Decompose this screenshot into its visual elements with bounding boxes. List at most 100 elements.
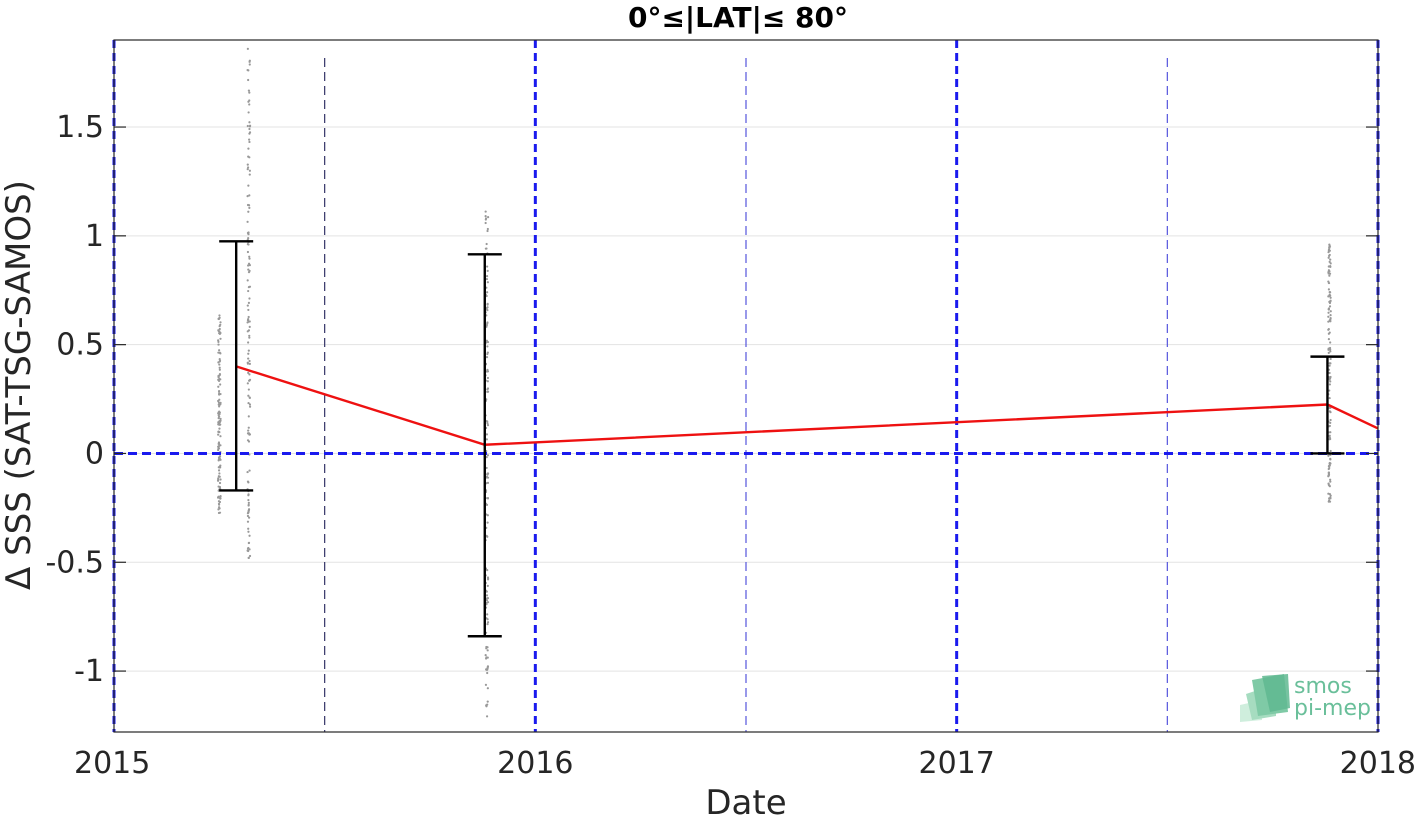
scatter-point <box>217 399 220 403</box>
scatter-point <box>1327 328 1330 331</box>
scatter-point <box>485 277 488 281</box>
scatter-point <box>217 445 221 448</box>
scatter-point <box>486 687 489 690</box>
smos-pi-mep-logo: smos pi-mep <box>1240 674 1371 722</box>
scatter-point <box>247 541 251 544</box>
scatter-point <box>485 294 488 298</box>
scatter-point <box>1329 316 1332 320</box>
scatter-point <box>218 427 221 430</box>
scatter-point <box>486 322 489 325</box>
scatter-point <box>1329 421 1332 424</box>
scatter-point <box>485 339 488 342</box>
scatter-point <box>486 306 489 309</box>
scatter-point <box>486 424 490 427</box>
scatter-point <box>486 481 490 484</box>
scatter-point <box>218 366 221 369</box>
scatter-point <box>486 352 489 356</box>
x-tick-label: 2017 <box>918 746 994 781</box>
scatter-point <box>247 503 250 506</box>
scatter-point <box>247 308 250 312</box>
scatter-point <box>248 63 251 66</box>
scatter-point <box>248 255 251 258</box>
scatter-point <box>1328 377 1332 380</box>
scatter-point <box>217 458 221 461</box>
scatter-point <box>248 362 251 366</box>
scatter-point <box>246 166 250 169</box>
scatter-point <box>218 372 222 376</box>
scatter-point <box>248 59 251 62</box>
scatter-point <box>484 657 488 660</box>
scatter-point <box>247 556 250 559</box>
scatter-point <box>247 371 250 374</box>
scatter-point <box>217 329 220 332</box>
scatter-point <box>247 111 250 114</box>
scatter-point <box>217 374 220 378</box>
scatter-point <box>247 388 250 391</box>
scatter-point <box>218 327 221 331</box>
scatter-point <box>485 242 488 246</box>
y-tick-label: -1 <box>74 654 104 689</box>
scatter-point <box>1327 265 1330 268</box>
scatter-point <box>247 357 250 360</box>
scatter-point <box>1327 270 1331 273</box>
scatter-point <box>247 318 250 321</box>
scatter-point <box>246 194 249 198</box>
y-tick-label: 1.5 <box>56 110 104 145</box>
logo-text-pi-mep: pi-mep <box>1294 696 1371 721</box>
scatter-point <box>248 433 251 436</box>
scatter-point <box>484 217 488 220</box>
scatter-point <box>248 396 251 400</box>
scatter-point <box>217 414 220 417</box>
scatter-point <box>486 376 490 380</box>
x-tick-label: 2015 <box>74 746 150 781</box>
scatter-point <box>1327 288 1330 291</box>
scatter-point <box>1328 290 1331 294</box>
scatter-point <box>1327 351 1330 354</box>
scatter-point <box>1329 431 1332 434</box>
scatter-point <box>484 653 487 657</box>
scatter-point <box>248 334 251 337</box>
scatter-point <box>486 703 489 706</box>
scatter-point <box>246 304 249 307</box>
scatter-point <box>247 527 250 530</box>
scatter-point <box>217 433 220 436</box>
scatter-point <box>218 351 221 354</box>
scatter-point <box>1328 371 1331 375</box>
mean-series <box>235 365 1379 446</box>
scatter-point <box>485 715 489 718</box>
scatter-point <box>486 422 489 425</box>
scatter-point <box>1328 424 1331 428</box>
scatter-point <box>217 343 220 346</box>
scatter-point <box>246 520 250 523</box>
scatter-point <box>486 476 490 479</box>
scatter-point <box>1327 256 1330 259</box>
scatter-point <box>485 356 489 359</box>
scatter-point <box>246 203 250 207</box>
scatter-point <box>1328 331 1331 334</box>
scatter-point <box>248 194 251 197</box>
error-bar <box>219 240 254 492</box>
scatter-point <box>486 569 489 572</box>
scatter-point <box>1327 467 1330 471</box>
scatter-point <box>248 131 252 134</box>
scatter-point <box>486 269 489 272</box>
scatter-point <box>1327 337 1330 341</box>
scatter-point <box>485 601 488 604</box>
scatter-point <box>248 99 251 102</box>
scatter-point <box>247 262 251 265</box>
scatter-point <box>246 480 250 483</box>
scatter-point <box>247 147 250 150</box>
scatter-point <box>248 257 251 260</box>
scatter-point <box>218 368 221 371</box>
scatter-point <box>1329 458 1332 461</box>
scatter-point <box>486 303 489 306</box>
logo-text-smos: smos <box>1294 674 1352 699</box>
y-tick-label: -0.5 <box>45 545 104 580</box>
scatter-point <box>486 700 489 703</box>
scatter-point <box>486 390 490 393</box>
scatter-point <box>217 447 220 450</box>
scatter-point <box>484 221 487 225</box>
scatter-point <box>1327 492 1330 495</box>
scatter-point <box>484 683 488 686</box>
